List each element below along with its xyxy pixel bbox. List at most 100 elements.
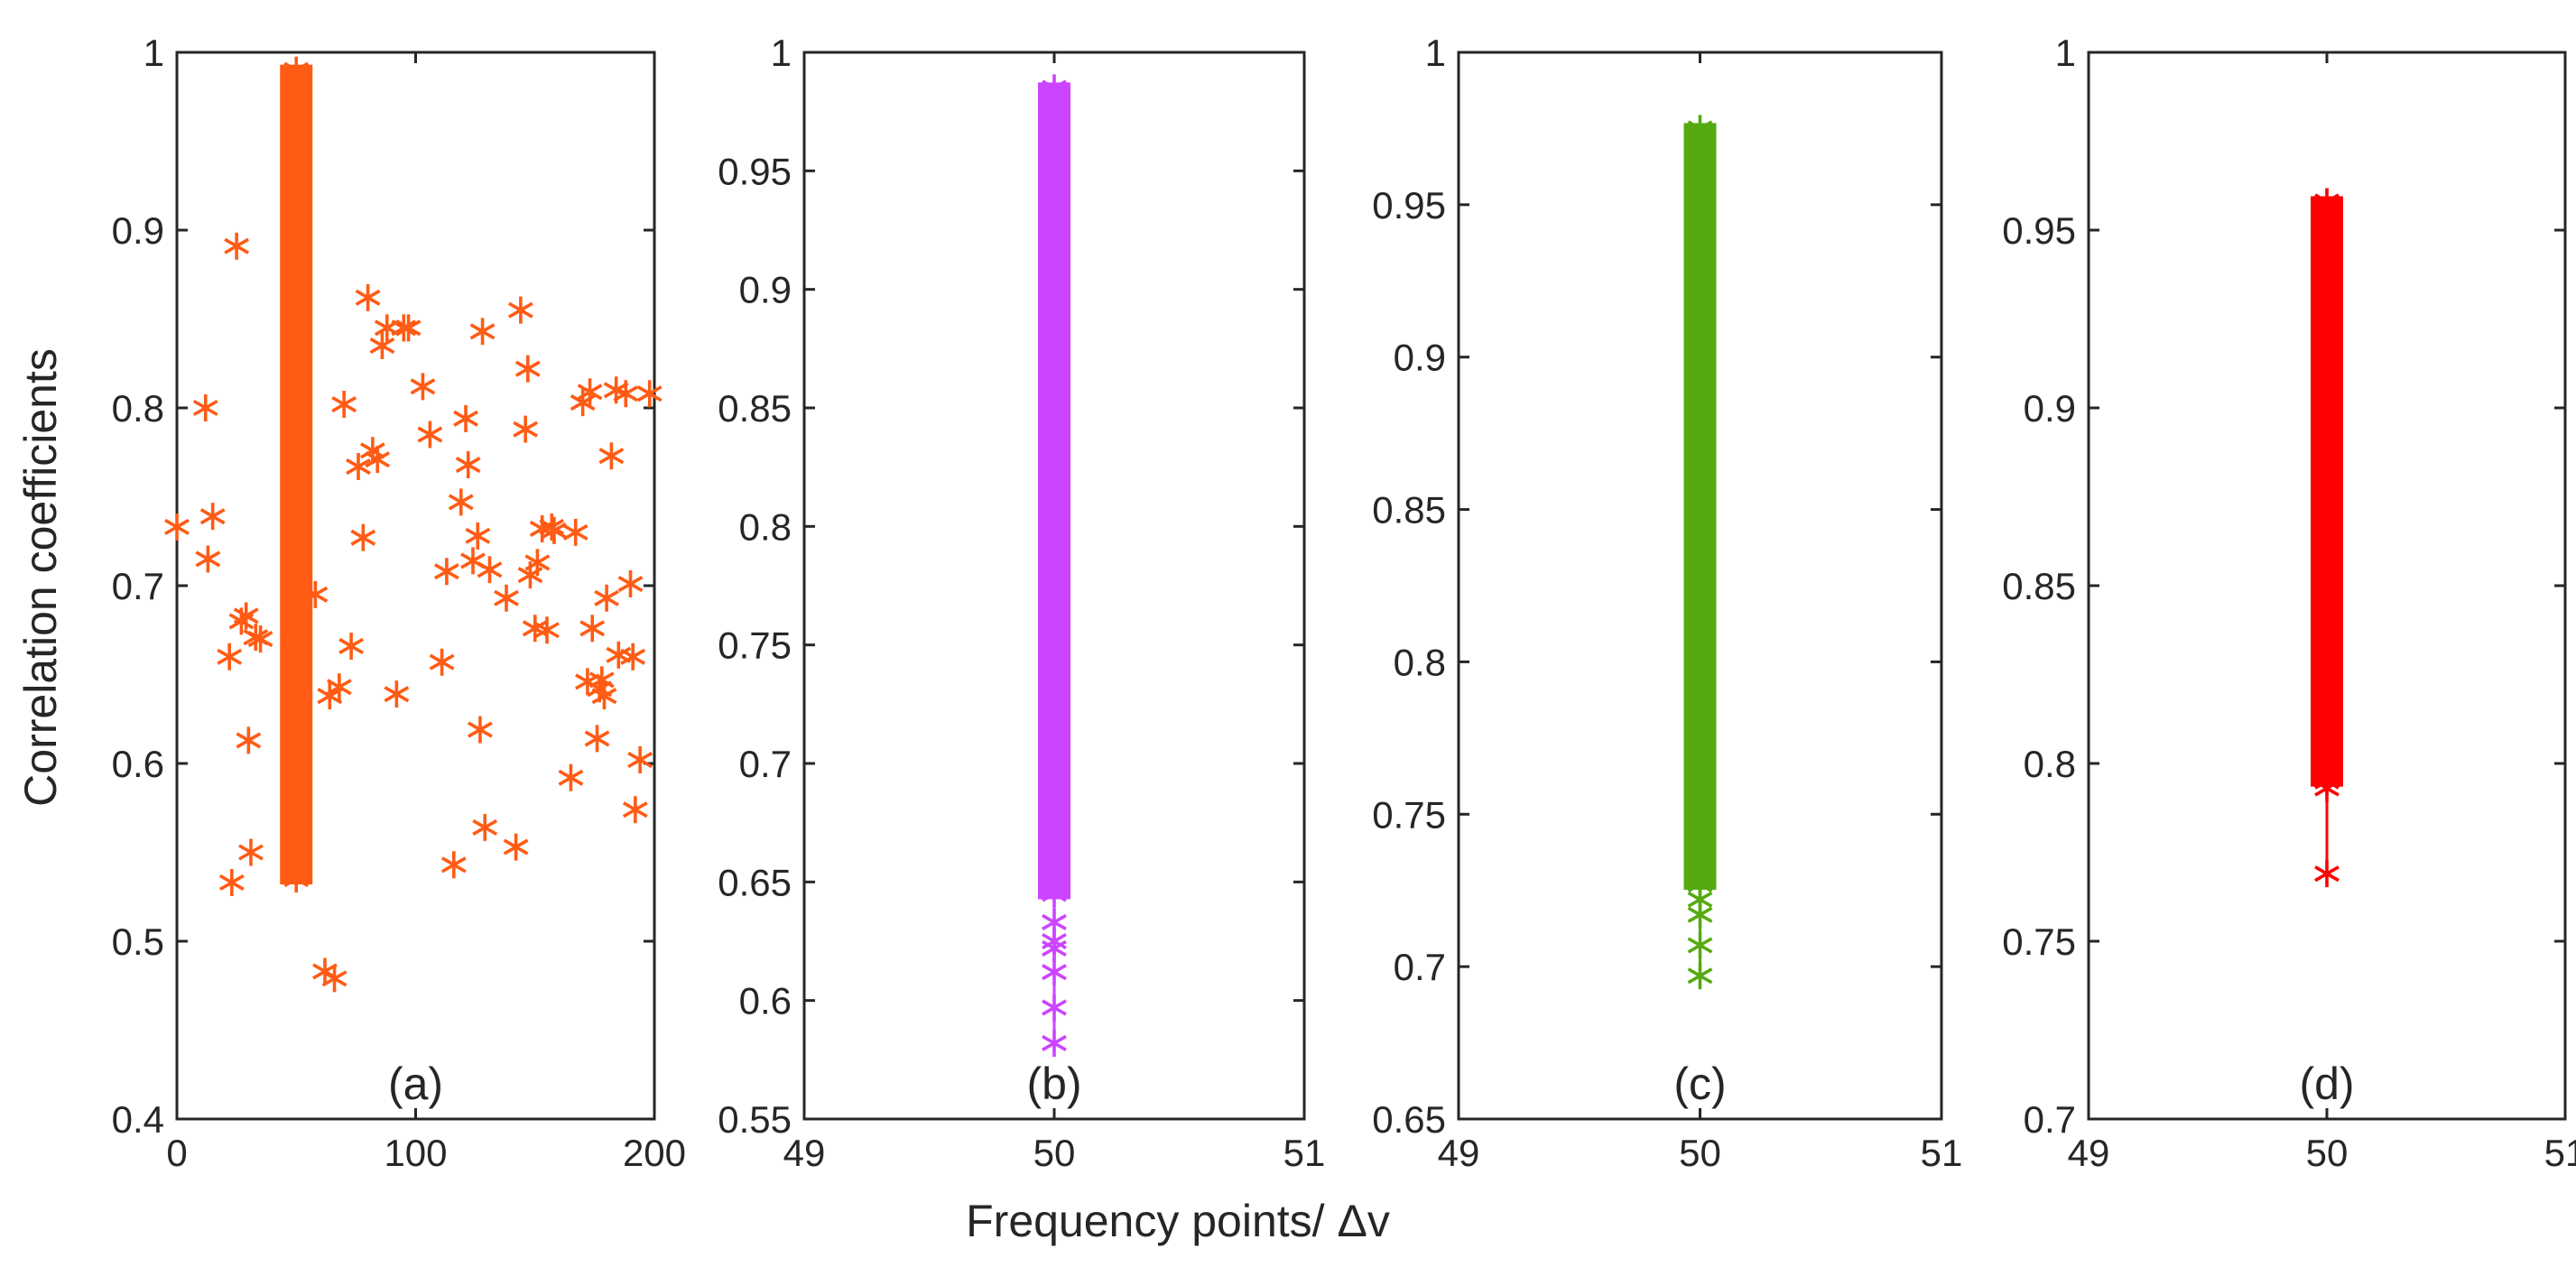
- data-point: [453, 404, 478, 432]
- data-point: [429, 648, 455, 676]
- data-point: [588, 666, 615, 694]
- x-axis-title: Frequency points/ Δv: [966, 1196, 1390, 1246]
- dense-column-markers: [1038, 82, 1070, 900]
- data-point: [233, 602, 259, 630]
- data-point: [558, 763, 584, 791]
- y-tick-label: 0.85: [2002, 565, 2076, 607]
- data-point: [465, 522, 491, 550]
- data-point: [494, 584, 519, 612]
- data-point: [192, 394, 218, 421]
- dense-column-markers: [1683, 123, 1717, 890]
- data-point: [513, 415, 539, 443]
- data-point: [1042, 908, 1067, 936]
- y-tick-label: 0.7: [739, 743, 792, 785]
- data-point: [302, 580, 329, 608]
- data-point: [217, 643, 243, 670]
- y-tick-label: 0.75: [1372, 793, 1446, 836]
- data-point: [477, 556, 503, 584]
- data-point: [1687, 115, 1713, 143]
- data-point: [359, 437, 385, 465]
- data-point: [514, 355, 541, 383]
- data-point: [365, 446, 391, 474]
- y-tick-label: 0.9: [739, 269, 792, 311]
- y-tick-label: 0.6: [739, 980, 792, 1022]
- data-point: [503, 833, 529, 861]
- data-point: [448, 488, 474, 516]
- data-point: [539, 513, 565, 541]
- x-tick-label: 51: [1283, 1132, 1326, 1174]
- data-point: [524, 549, 551, 577]
- y-tick-label: 0.8: [112, 387, 164, 430]
- data-point: [636, 380, 663, 408]
- data-point: [507, 296, 533, 324]
- data-point: [236, 726, 262, 754]
- data-point: [2314, 774, 2340, 802]
- data-point: [455, 451, 481, 479]
- data-point: [369, 332, 395, 360]
- data-point: [433, 558, 459, 586]
- y-tick-label: 0.55: [718, 1098, 792, 1141]
- y-tick-label: 1: [144, 32, 164, 74]
- data-point: [417, 421, 443, 449]
- data-point: [472, 813, 498, 841]
- data-point: [469, 318, 496, 346]
- data-point: [283, 56, 310, 84]
- y-tick-label: 0.9: [1394, 337, 1446, 379]
- x-tick-label: 100: [384, 1132, 447, 1174]
- data-point: [395, 314, 422, 342]
- data-point: [238, 838, 264, 866]
- data-point: [468, 716, 493, 744]
- y-tick-label: 0.65: [1372, 1098, 1446, 1141]
- data-point: [577, 378, 603, 406]
- panel-label: (a): [388, 1059, 443, 1109]
- data-point: [591, 682, 617, 710]
- data-point: [440, 851, 467, 879]
- y-tick-label: 0.9: [2024, 387, 2076, 430]
- data-point: [346, 453, 371, 481]
- data-point: [584, 725, 610, 753]
- data-point: [410, 373, 436, 401]
- data-point: [613, 380, 639, 408]
- data-point: [542, 516, 567, 544]
- panels: 0.4 0.5 0.6 0.7 0.8 0.9 1 0 100 200 (a) 0.55 0.6 0.65…: [112, 32, 2576, 1174]
- data-point: [326, 673, 352, 701]
- y-tick-label: 1: [2055, 32, 2076, 74]
- data-point: [1687, 931, 1713, 959]
- panel-label: (b): [1026, 1059, 1081, 1109]
- y-tick-label: 0.65: [718, 861, 792, 903]
- y-tick-label: 0.7: [1394, 946, 1446, 988]
- y-tick-label: 0.85: [1372, 489, 1446, 532]
- panel-2: 0.55 0.6 0.65 0.7 0.75 0.8 0.85 0.9 0.95 1 49 50 51 (…: [718, 32, 1325, 1174]
- data-point: [355, 283, 381, 311]
- data-point: [1042, 958, 1067, 986]
- plot-frame: [175, 51, 656, 1121]
- y-tick-label: 0.8: [739, 505, 792, 548]
- x-tick-label: 200: [623, 1132, 686, 1174]
- panel-1: 0.4 0.5 0.6 0.7 0.8 0.9 1 0 100 200 (a): [112, 32, 686, 1174]
- data-point: [224, 232, 250, 260]
- y-tick-label: 0.5: [112, 920, 164, 963]
- y-tick-label: 1: [1425, 32, 1446, 74]
- y-tick-label: 0.8: [2024, 743, 2076, 785]
- x-tick-label: 50: [2306, 1132, 2349, 1174]
- data-point: [1042, 74, 1067, 102]
- y-tick-label: 0.6: [112, 743, 164, 785]
- x-tick-label: 50: [1679, 1132, 1721, 1174]
- x-tick-label: 49: [2068, 1132, 2110, 1174]
- y-tick-label: 0.75: [718, 624, 792, 667]
- data-point: [317, 682, 343, 710]
- panel-label: (d): [2299, 1059, 2354, 1109]
- panel-4: 0.7 0.75 0.8 0.85 0.9 0.95 1 49 50 51 (d): [2002, 32, 2576, 1174]
- y-tick-label: 0.85: [718, 387, 792, 430]
- dense-column-markers: [2311, 196, 2343, 787]
- x-tick-label: 50: [1033, 1132, 1076, 1174]
- data-point: [1687, 962, 1713, 990]
- y-tick-label: 0.4: [112, 1098, 164, 1141]
- data-point: [247, 625, 273, 653]
- data-point: [199, 503, 226, 531]
- data-point: [338, 632, 364, 660]
- data-point: [622, 796, 648, 824]
- data-point: [331, 391, 357, 419]
- y-tick-label: 0.9: [112, 209, 164, 252]
